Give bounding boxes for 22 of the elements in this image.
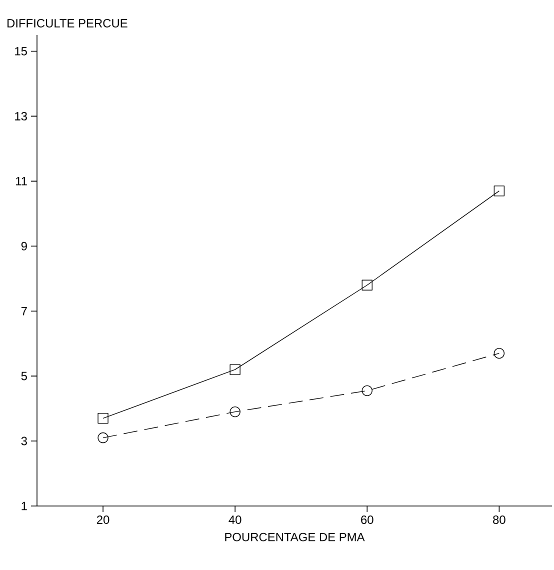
- y-tick-label: 13: [15, 112, 27, 120]
- y-tick-label: 15: [15, 47, 27, 56]
- point: [98, 432, 108, 444]
- point: [494, 348, 505, 359]
- y-tick-label: 1: [22, 502, 27, 510]
- x-tick-label: 60: [361, 516, 374, 524]
- y-tick-label: 5: [21, 372, 27, 380]
- point: [362, 385, 372, 396]
- point: [230, 364, 240, 375]
- point: [362, 280, 372, 290]
- y-tick-label: 9: [21, 242, 27, 250]
- x-tick-label: 40: [228, 516, 242, 524]
- x-tick-label: 20: [96, 516, 110, 524]
- point: [494, 186, 505, 196]
- x-axis-title: POURCENTAGE DE PMA: [225, 532, 365, 542]
- y-axis-title: DIFFICULTE PERCUE: [8, 19, 128, 28]
- x-tick-label: 80: [493, 516, 506, 524]
- point: [98, 412, 108, 424]
- y-tick-label: 3: [21, 436, 27, 446]
- y-tick-label: 7: [21, 306, 27, 316]
- point: [230, 406, 240, 418]
- y-tick-label: 11: [16, 177, 27, 186]
